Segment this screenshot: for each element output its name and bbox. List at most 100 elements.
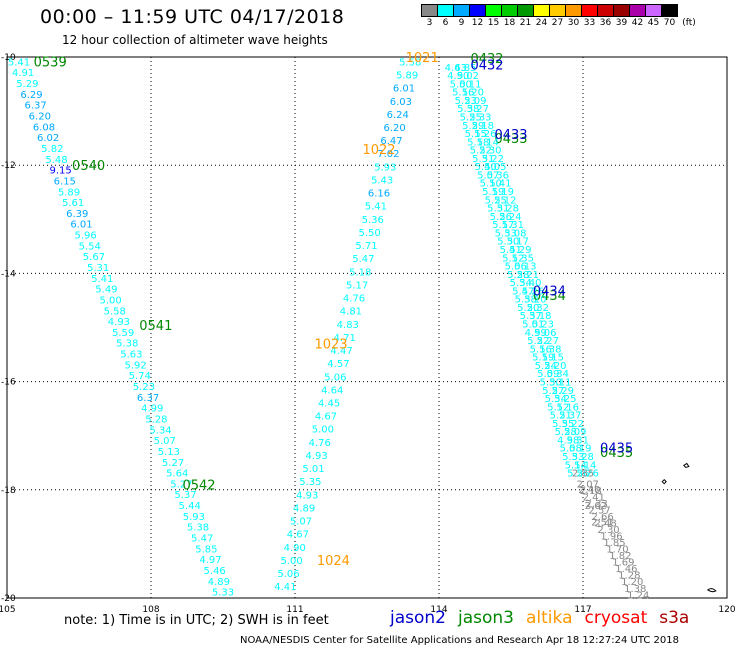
satellite-legend: jason2 jason3 altika cryosat s3a — [390, 608, 701, 628]
swh-value: 5.71 — [355, 241, 377, 252]
swh-value: 5.48 — [45, 155, 67, 166]
color-scale-bar — [421, 4, 731, 17]
swh-value: 1.96 — [600, 532, 622, 543]
swh-value: 5.27 — [542, 386, 564, 397]
swh-value: 5.14 — [574, 460, 596, 471]
swh-value: 5.34 — [547, 369, 569, 380]
swh-value: 5.93 — [183, 512, 205, 523]
swh-value: 5.34 — [510, 278, 532, 289]
swh-value: 2.41 — [583, 492, 605, 503]
swh-value: 5.31 — [502, 220, 524, 231]
swh-value: 5.54 — [79, 241, 101, 252]
swh-value: 5.29 — [462, 121, 484, 132]
track-time-label-0432: 0432 — [470, 52, 503, 67]
swh-value: 5.25 — [485, 195, 507, 206]
swh-value: 5.41 — [489, 179, 511, 190]
swh-value: 5.12 — [547, 402, 569, 413]
swh-value: 5.16 — [530, 344, 552, 355]
swh-value: 5.24 — [499, 212, 521, 223]
island-outline — [683, 462, 690, 469]
track-time-label-0433: 0433 — [494, 132, 527, 147]
swh-value: 5.13 — [514, 262, 536, 273]
color-scale-labels: 3 6 9 12 15 18 21 24 27 30 33 36 39 42 45 70 (ft) — [421, 17, 731, 31]
page-title: 00:00 – 11:59 UTC 04/17/2018 — [40, 6, 345, 28]
swh-value: 5.23 — [455, 96, 477, 107]
swh-value: 6.01 — [70, 220, 92, 231]
swh-value: 5.22 — [562, 419, 584, 430]
swh-value: 5.19 — [569, 444, 591, 455]
track-time-label-0432: 0432 — [470, 59, 503, 74]
swh-value: 5.22 — [470, 146, 492, 157]
swh-value: 5.25 — [554, 394, 576, 405]
scale-label-18: 18 — [503, 18, 516, 28]
swh-value: 1.70 — [606, 545, 628, 556]
swh-value: 2.57 — [589, 505, 611, 516]
satellite-legend-jason2: jason2 — [390, 608, 446, 628]
swh-value: 5.44 — [179, 501, 201, 512]
swh-value: 5.82 — [41, 144, 63, 155]
lat-tick-label-16: -16 — [1, 378, 16, 388]
swh-value: 5.11 — [549, 377, 571, 388]
swh-value: 5.06 — [277, 569, 299, 580]
scale-label-33: 33 — [583, 18, 596, 28]
swh-value: 4.99 — [525, 328, 547, 339]
swh-value: 5.92 — [124, 360, 146, 371]
swh-value: 6.02 — [37, 133, 59, 144]
swh-value: 5.31 — [87, 263, 109, 274]
swh-value: 2.62 — [585, 501, 607, 512]
swh-value: 2.18 — [580, 486, 602, 497]
swh-value: 4.81 — [340, 307, 362, 318]
swh-value: 5.28 — [555, 427, 577, 438]
swh-value: 6.47 — [380, 136, 402, 147]
swh-value: 5.89 — [396, 71, 418, 82]
scale-label-45: 45 — [647, 18, 660, 28]
track-time-label-0542: 0542 — [182, 478, 215, 493]
swh-value: 6.37 — [137, 393, 159, 404]
coastline-outline — [706, 588, 717, 593]
lon-tick-label-105: 105 — [0, 605, 16, 615]
scale-label-30: 30 — [567, 18, 580, 28]
scale-label-70: 70 — [663, 18, 676, 28]
footnote: note: 1) Time is in UTC; 2) SWH is in fe… — [64, 613, 329, 628]
swh-value: 5.29 — [552, 386, 574, 397]
swh-value: 5.27 — [537, 336, 559, 347]
swh-value: 5.12 — [502, 253, 524, 264]
swh-value: 5.13 — [158, 447, 180, 458]
track-time-label-0540: 0540 — [72, 159, 105, 174]
swh-value: 5.21 — [517, 270, 539, 281]
swh-value: 5.08 — [560, 444, 582, 455]
swh-value: 5.28 — [145, 414, 167, 425]
swh-value: 5.08 — [504, 228, 526, 239]
swh-value: 4.99 — [141, 404, 163, 415]
track-time-label-0434: 0434 — [533, 289, 566, 304]
swh-value: 5.26 — [474, 129, 496, 140]
swh-value: 5.36 — [362, 215, 384, 226]
swh-value: 5.07 — [290, 517, 312, 528]
swh-value: 5.38 — [116, 339, 138, 350]
swh-value: 4.67 — [287, 530, 309, 541]
swh-value: 1.24 — [627, 590, 649, 601]
swh-value: 4.83 — [337, 320, 359, 331]
swh-value: 1.85 — [603, 538, 625, 549]
swh-value: 5.19 — [482, 187, 504, 198]
page-subtitle: 12 hour collection of altimeter wave hei… — [62, 33, 328, 47]
swh-value: 6.37 — [25, 101, 47, 112]
swh-value: 6.24 — [387, 110, 409, 121]
swh-value: 5.11 — [459, 79, 481, 90]
track-time-label-0435: 0435 — [600, 446, 633, 461]
swh-value: 6.20 — [383, 123, 405, 134]
swh-value: 5.37 — [520, 311, 542, 322]
swh-value: 1.82 — [609, 551, 631, 562]
swh-value: 7.02 — [377, 149, 399, 160]
map-frame — [6, 56, 728, 599]
lon-tick-label-111: 111 — [286, 605, 303, 615]
swh-value: 5.09 — [464, 96, 486, 107]
swh-value: 5.58 — [104, 306, 126, 317]
swh-value: 4.76 — [343, 294, 365, 305]
scale-label-12: 12 — [471, 18, 484, 28]
track-time-label-0433: 0433 — [494, 128, 527, 143]
scale-label-24: 24 — [535, 18, 548, 28]
swh-value: 5.36 — [487, 170, 509, 181]
swh-value: 5.89 — [58, 187, 80, 198]
